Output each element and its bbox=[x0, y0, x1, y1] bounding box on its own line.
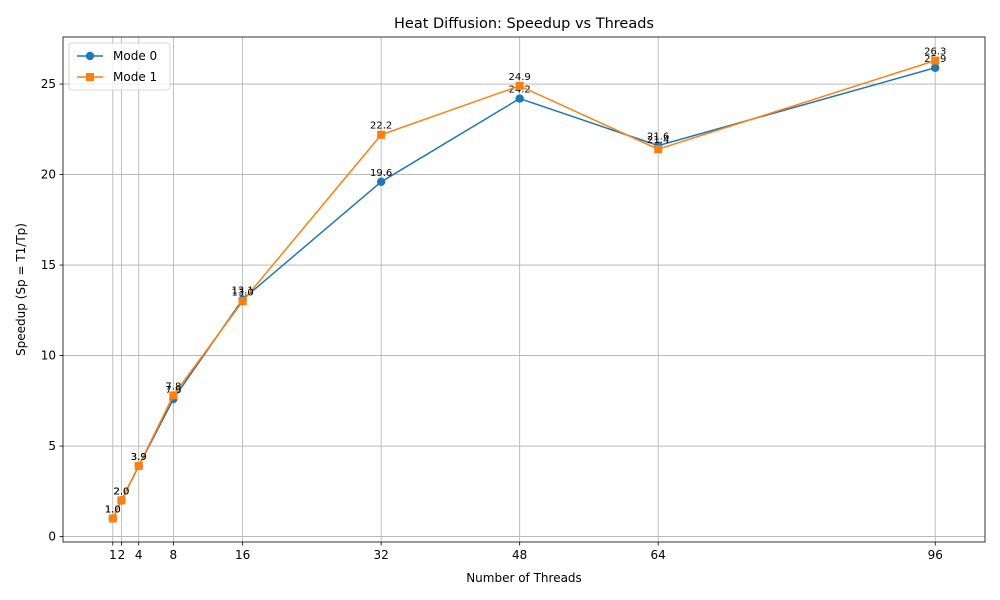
data-point bbox=[376, 177, 386, 187]
data-label: 3.9 bbox=[131, 452, 147, 463]
x-tick-label: 2 bbox=[118, 548, 126, 562]
x-tick-label: 1 bbox=[109, 548, 117, 562]
legend-label: Mode 1 bbox=[113, 70, 157, 84]
data-label: 24.2 bbox=[509, 85, 531, 96]
y-tick-label: 10 bbox=[41, 349, 56, 363]
data-label: 7.6 bbox=[165, 385, 181, 396]
x-tick-label: 32 bbox=[374, 548, 389, 562]
chart-title: Heat Diffusion: Speedup vs Threads bbox=[394, 16, 654, 32]
data-label: 22.2 bbox=[370, 121, 392, 132]
x-tick-label: 48 bbox=[512, 548, 527, 562]
data-label: 21.6 bbox=[647, 132, 669, 143]
x-tick-label: 64 bbox=[651, 548, 666, 562]
data-point bbox=[238, 297, 247, 306]
data-point bbox=[515, 94, 524, 103]
y-tick-label: 20 bbox=[41, 168, 56, 182]
y-tick-label: 15 bbox=[41, 258, 56, 272]
legend: Mode 0 Mode 1 bbox=[68, 42, 171, 91]
data-label: 1.0 bbox=[105, 504, 121, 515]
y-tick-label: 5 bbox=[48, 439, 56, 453]
legend-box bbox=[68, 42, 171, 91]
y-tick-label: 25 bbox=[41, 77, 56, 91]
plot-frame bbox=[62, 36, 986, 543]
data-label: 24.9 bbox=[509, 72, 531, 83]
data-point bbox=[117, 496, 126, 505]
data-label: 2.0 bbox=[113, 486, 129, 497]
x-axis-ticks: 1 2 4 8 16 32 48 64 96 bbox=[109, 542, 943, 562]
data-label: 21.4 bbox=[647, 135, 669, 146]
legend-item-1: Mode 1 bbox=[77, 70, 157, 84]
data-point bbox=[515, 81, 524, 90]
x-tick-label: 16 bbox=[235, 548, 250, 562]
x-tick-label: 4 bbox=[135, 548, 143, 562]
legend-item-0: Mode 0 bbox=[77, 49, 157, 63]
data-label: 26.3 bbox=[924, 47, 946, 58]
data-point bbox=[169, 391, 178, 400]
data-point bbox=[654, 145, 663, 154]
y-axis-title: Speedup (Sp = T1/Tp) bbox=[14, 223, 28, 356]
x-tick-label: 8 bbox=[170, 548, 178, 562]
data-label: 13.0 bbox=[232, 287, 254, 298]
y-axis-ticks: 0 5 10 15 20 25 bbox=[41, 77, 63, 544]
data-label: 13.1 bbox=[232, 285, 254, 296]
x-axis-title: Number of Threads bbox=[466, 571, 582, 585]
data-label: 19.6 bbox=[370, 168, 392, 179]
data-label: 3.9 bbox=[131, 452, 147, 463]
x-tick-label: 96 bbox=[928, 548, 943, 562]
data-point bbox=[377, 130, 386, 139]
series-1: 1.0 2.0 3.9 7.8 13.0 22.2 24.9 21.4 26.3 bbox=[105, 47, 946, 523]
y-tick-label: 0 bbox=[48, 530, 56, 544]
data-point bbox=[108, 514, 117, 523]
data-point bbox=[931, 56, 940, 65]
data-label: 7.8 bbox=[165, 381, 181, 392]
data-label: 2.0 bbox=[113, 486, 129, 497]
data-point bbox=[931, 63, 940, 72]
legend-marker bbox=[86, 73, 94, 81]
legend-label: Mode 0 bbox=[113, 49, 157, 63]
data-label: 1.0 bbox=[105, 504, 121, 515]
grid-lines bbox=[63, 37, 985, 542]
data-point bbox=[134, 461, 143, 470]
legend-marker bbox=[85, 51, 95, 61]
series-layer: 1.02.03.97.613.119.624.221.625.91.02.03.… bbox=[105, 47, 946, 523]
